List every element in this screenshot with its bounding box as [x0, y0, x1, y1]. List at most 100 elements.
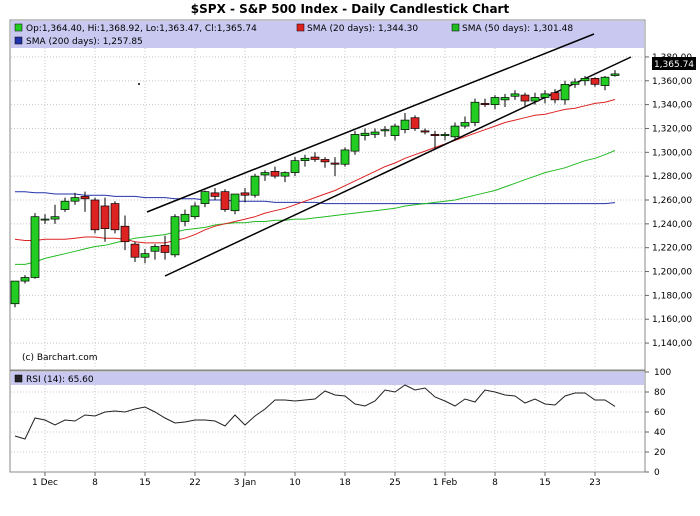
candle — [70, 192, 80, 205]
candle-body-up — [440, 134, 450, 136]
candle-body-down — [590, 78, 600, 85]
candle-body-up — [40, 218, 50, 221]
candle-body-up — [460, 122, 470, 127]
price-tick-label: 1,220,00 — [652, 244, 692, 254]
candle-body-up — [340, 149, 350, 165]
candle — [500, 93, 510, 107]
candle — [40, 214, 50, 224]
price-tick-label: 1,300,00 — [652, 148, 692, 158]
candle — [370, 128, 380, 138]
candle — [580, 76, 590, 86]
candle — [30, 213, 40, 279]
candle — [480, 98, 490, 107]
candle — [460, 116, 470, 129]
ohlc-legend-swatch — [14, 23, 23, 32]
candle-body-up — [380, 129, 390, 132]
candle — [490, 95, 500, 110]
candle-body-up — [250, 175, 260, 196]
legend-ohlc: Op:1,364.40, Hi:1,368.92, Lo:1,363.47, C… — [26, 24, 257, 34]
last-price: 1,365.74 — [654, 60, 694, 70]
candle-body-up — [20, 277, 30, 282]
candle-body-up — [490, 97, 500, 105]
candle — [510, 90, 520, 100]
rsi-legend-band — [11, 372, 644, 385]
rsi-legend-swatch — [14, 374, 23, 383]
candle — [270, 166, 280, 179]
candle — [560, 80, 570, 105]
candle — [90, 197, 100, 234]
candle-body-up — [200, 191, 210, 204]
rsi-axis: 100 80 60 40 20 0 — [645, 368, 671, 478]
sma20-line — [14, 99, 616, 244]
candle-body-down — [120, 225, 130, 243]
candle — [220, 189, 230, 212]
price-tick-label: 1,340,00 — [652, 101, 692, 111]
candle — [130, 241, 140, 262]
candle-body-down — [410, 117, 420, 129]
candle-body-down — [420, 130, 430, 133]
price-tick-label: 1,140,00 — [652, 339, 692, 349]
candle-body-down — [520, 94, 530, 102]
legend-sma50: SMA (50 days): 1,301.48 — [462, 24, 573, 34]
candle-body-down — [90, 199, 100, 231]
rsi-tick-label: 60 — [654, 408, 666, 418]
x-tick-label: 1 Dec — [32, 478, 58, 488]
x-tick-label: 23 — [589, 478, 600, 488]
candle-body-up — [290, 160, 300, 173]
sma20-legend-swatch — [296, 23, 305, 32]
candle — [50, 204, 60, 224]
rsi-line — [14, 384, 616, 440]
candle-body-up — [170, 216, 180, 256]
sma50-legend-swatch — [451, 23, 460, 32]
candle-body-up — [390, 125, 400, 136]
rsi-tick-label: 100 — [654, 368, 671, 378]
candle-body-up — [360, 132, 370, 136]
candle — [230, 193, 240, 215]
rsi-tick-label: 0 — [654, 468, 660, 478]
candle — [330, 157, 340, 177]
candle — [440, 132, 450, 141]
x-tick-label: 18 — [339, 478, 351, 488]
candle — [530, 92, 540, 105]
candle-body-up — [10, 280, 20, 305]
candle — [470, 98, 480, 127]
candle-body-up — [500, 97, 510, 101]
x-tick-label: 3 Jan — [234, 478, 256, 488]
candle-body-up — [370, 131, 380, 135]
rsi-tick-label: 80 — [654, 388, 666, 398]
rsi-panel — [9, 370, 646, 473]
candle — [550, 89, 560, 104]
legend-band — [11, 21, 644, 48]
candle — [210, 188, 220, 200]
price-tick-label: 1,160,00 — [652, 315, 692, 325]
candle — [360, 128, 370, 141]
candle — [310, 152, 320, 162]
price-tick-label: 1,260,00 — [652, 196, 692, 206]
x-tick-label: 22 — [189, 478, 200, 488]
candle-body-down — [220, 191, 230, 210]
rsi-tick-label: 20 — [654, 448, 666, 458]
candles — [10, 70, 620, 308]
price-tick-label: 1,200,00 — [652, 268, 692, 278]
candle — [120, 215, 130, 251]
candle — [60, 197, 70, 212]
candle — [10, 280, 20, 308]
candle — [600, 76, 610, 91]
candle-body-down — [310, 156, 320, 160]
candle-body-down — [210, 192, 220, 197]
candle-body-down — [110, 203, 120, 231]
price-tick-label: 1,360,00 — [652, 77, 692, 87]
legend-sma20: SMA (20 days): 1,344.30 — [307, 24, 418, 34]
candle — [240, 188, 250, 203]
candle-body-down — [160, 244, 170, 253]
candle-body-down — [550, 92, 560, 101]
sma-lines — [14, 99, 616, 265]
candle-body-up — [50, 216, 60, 220]
candle-body-down — [240, 192, 250, 196]
candle-body-up — [230, 193, 240, 212]
candle-body-up — [510, 93, 520, 97]
rsi-tick-label: 40 — [654, 428, 666, 438]
rsi-label: RSI (14): 65.60 — [26, 375, 94, 385]
x-tick-label: 8 — [492, 478, 498, 488]
candle-body-down — [430, 134, 440, 136]
